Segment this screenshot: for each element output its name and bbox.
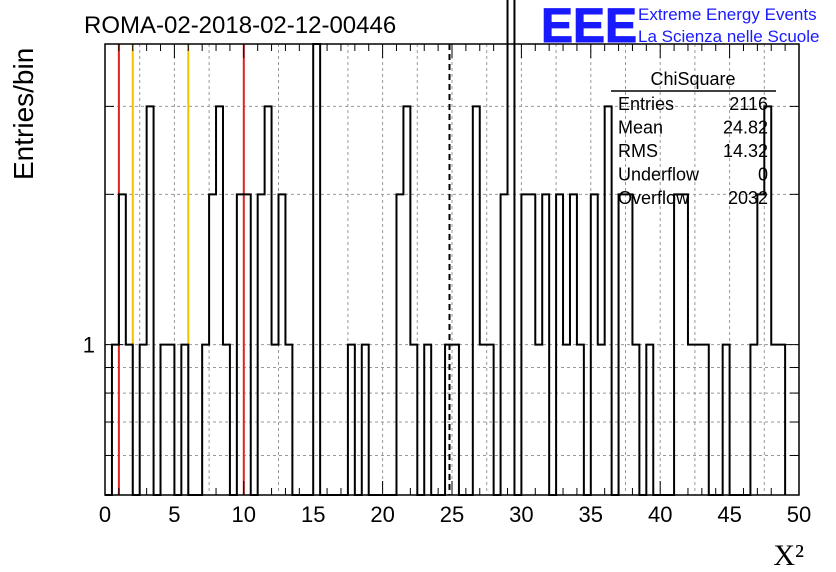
eee-logo: EEE Extreme Energy Events La Scienza nel… — [541, 0, 820, 54]
stats-label: Underflow — [618, 165, 700, 185]
reference-lines — [117, 44, 451, 495]
stats-box: ChiSquare Entries 2116 Mean 24.82 RMS 14.32 Un… — [611, 69, 776, 208]
stats-value: 0 — [758, 165, 768, 185]
axes — [104, 43, 800, 496]
stats-label: Entries — [618, 94, 674, 114]
x-tick-label: 45 — [717, 502, 741, 527]
x-tick-label: 0 — [99, 502, 111, 527]
x-axis-label: X² — [773, 539, 804, 572]
y-tick-labels: 1 — [83, 333, 95, 358]
stats-value: 2032 — [728, 188, 768, 208]
x-tick-label: 5 — [168, 502, 180, 527]
y-tick-label: 1 — [83, 333, 95, 358]
eee-logo-mark: EEE — [541, 0, 637, 53]
stats-value: 2116 — [729, 94, 768, 114]
chart-title: ROMA-02-2018-02-12-00446 — [84, 12, 396, 39]
x-tick-label: 35 — [579, 502, 603, 527]
x-tick-labels: 0 5 10 15 20 25 30 35 40 45 50 — [99, 502, 811, 527]
x-tick-label: 40 — [648, 502, 672, 527]
x-tick-label: 20 — [370, 502, 394, 527]
stats-label: Overflow — [618, 188, 690, 208]
stats-label: RMS — [618, 141, 658, 161]
stats-rows: Entries 2116 Mean 24.82 RMS 14.32 Underflow 0 Ov… — [618, 94, 768, 208]
stats-value: 24.82 — [723, 118, 768, 138]
x-tick-label: 50 — [787, 502, 811, 527]
eee-logo-line1: Extreme Energy Events — [638, 5, 817, 24]
y-axis-label: Entries/bin — [8, 48, 39, 180]
stats-label: Mean — [618, 118, 663, 138]
x-tick-label: 15 — [301, 502, 325, 527]
eee-logo-line2: La Scienza nelle Scuole — [638, 27, 819, 46]
x-tick-label: 10 — [232, 502, 256, 527]
x-tick-label: 30 — [509, 502, 533, 527]
stats-title: ChiSquare — [650, 69, 735, 89]
x-tick-label: 25 — [440, 502, 464, 527]
stats-value: 14.32 — [723, 141, 768, 161]
